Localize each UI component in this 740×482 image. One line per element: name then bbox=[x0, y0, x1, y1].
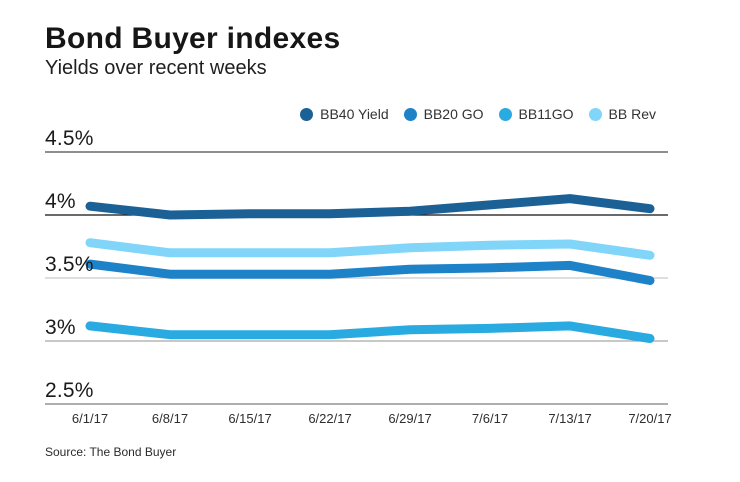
series-line-bb11go bbox=[85, 321, 655, 343]
legend-dot-icon bbox=[498, 107, 512, 121]
series-line-bb20-go bbox=[85, 259, 655, 285]
page-subtitle: Yields over recent weeks bbox=[45, 57, 267, 79]
y-tick-label: 3% bbox=[45, 316, 76, 339]
x-tick-label: 6/15/17 bbox=[228, 411, 272, 426]
x-tick-label: 7/13/17 bbox=[548, 411, 592, 426]
legend-label: BB11GO bbox=[518, 106, 574, 122]
series-line-bb40-yield bbox=[85, 194, 655, 220]
x-tick-label: 7/20/17 bbox=[628, 411, 672, 426]
source-note: Source: The Bond Buyer bbox=[45, 445, 177, 459]
legend-dot-icon bbox=[403, 107, 417, 121]
page-title: Bond Buyer indexes bbox=[45, 22, 341, 55]
legend-label: BB Rev bbox=[608, 106, 656, 122]
series-line-bb-rev bbox=[85, 238, 655, 260]
legend-dot-icon bbox=[588, 107, 602, 121]
x-tick-label: 6/1/17 bbox=[71, 411, 109, 426]
chart-legend: BB40 Yield BB20 GO BB11GO BB Rev bbox=[300, 105, 656, 123]
y-tick-label: 3.5% bbox=[45, 253, 94, 276]
legend-item-bb11go: BB11GO bbox=[498, 106, 574, 122]
legend-item-bb40-yield: BB40 Yield bbox=[300, 106, 389, 122]
x-tick-label: 7/6/17 bbox=[471, 411, 509, 426]
y-tick-label: 4.5% bbox=[45, 127, 94, 150]
y-tick-label: 4% bbox=[45, 190, 76, 213]
legend-item-bb-rev: BB Rev bbox=[588, 106, 656, 122]
legend-dot-icon bbox=[300, 107, 314, 121]
x-tick-label: 6/22/17 bbox=[308, 411, 352, 426]
y-tick-label: 2.5% bbox=[45, 379, 94, 402]
legend-item-bb20-go: BB20 GO bbox=[403, 106, 484, 122]
x-tick-label: 6/8/17 bbox=[151, 411, 189, 426]
legend-label: BB40 Yield bbox=[320, 106, 389, 122]
legend-label: BB20 GO bbox=[423, 106, 484, 122]
x-tick-label: 6/29/17 bbox=[388, 411, 432, 426]
